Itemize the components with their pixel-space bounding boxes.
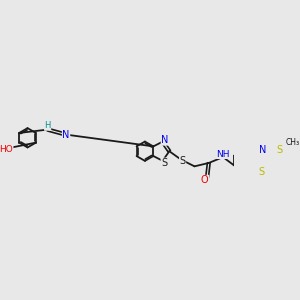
Text: S: S xyxy=(258,167,265,177)
Text: S: S xyxy=(161,158,167,168)
Text: NH: NH xyxy=(216,149,230,158)
Text: O: O xyxy=(201,175,208,185)
Text: H: H xyxy=(44,121,51,130)
Text: CH₃: CH₃ xyxy=(286,139,300,148)
Text: S: S xyxy=(276,145,282,155)
Text: N: N xyxy=(259,145,266,155)
Text: S: S xyxy=(179,156,186,166)
Text: N: N xyxy=(161,135,169,145)
Text: HO: HO xyxy=(0,146,13,154)
Text: N: N xyxy=(62,130,70,140)
